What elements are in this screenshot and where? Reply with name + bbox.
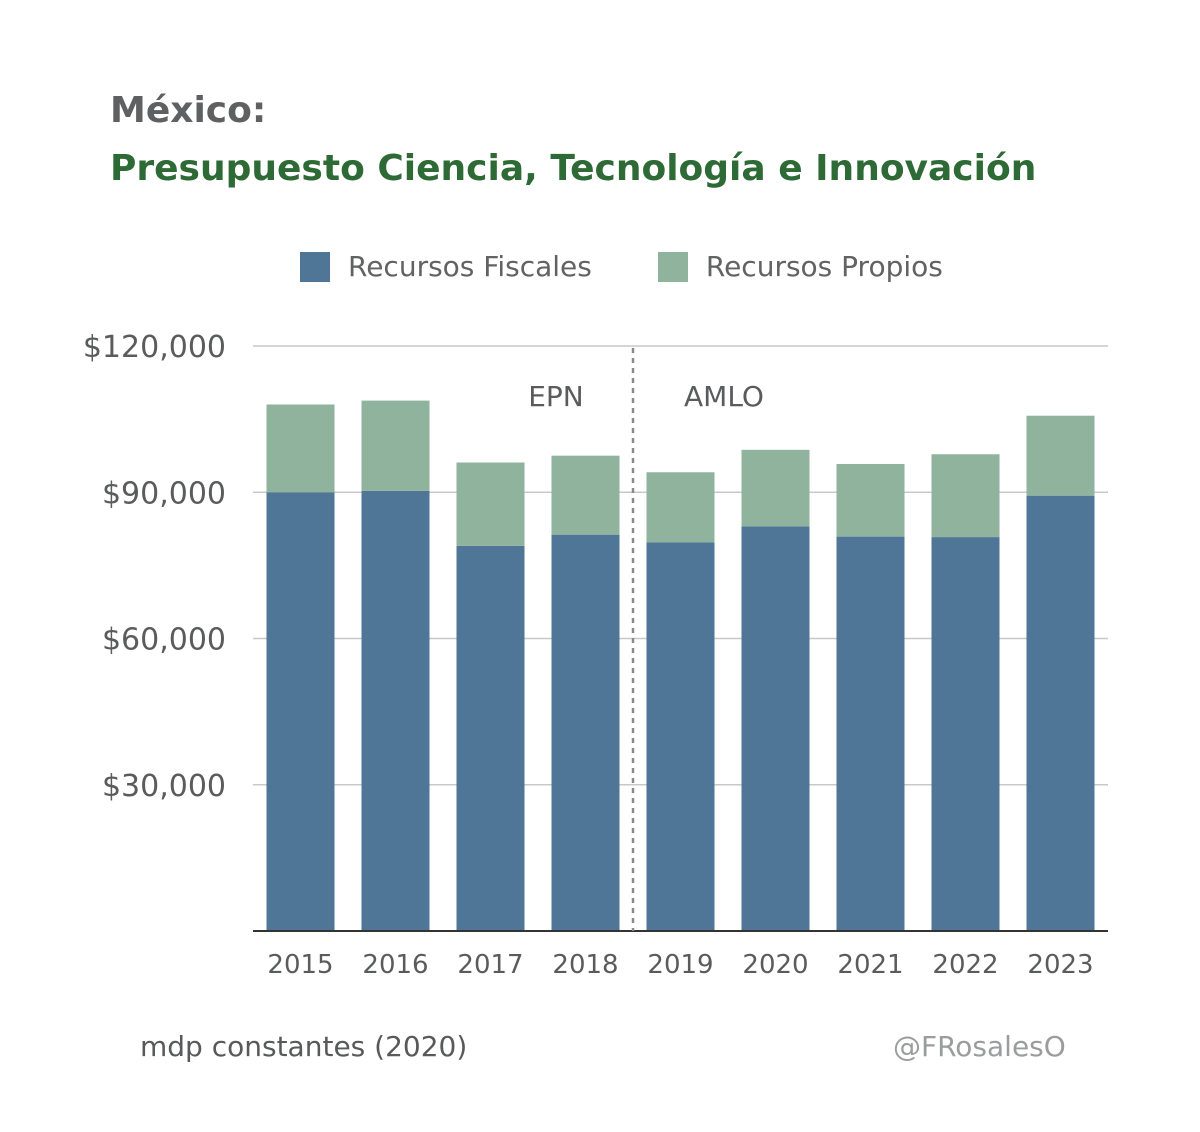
bar-recursos-propios-2016 bbox=[361, 400, 430, 491]
bar-recursos-fiscales-2021 bbox=[836, 536, 905, 931]
axes: $120,000 $90,000 $60,000 $30,000 2015 2016 201… bbox=[83, 330, 1108, 980]
bar-recursos-propios-2021 bbox=[836, 463, 905, 537]
bar-recursos-propios-2019 bbox=[646, 472, 715, 543]
x-tick-label: 2021 bbox=[837, 950, 903, 980]
bar-recursos-propios-2018 bbox=[551, 455, 620, 535]
bars bbox=[266, 400, 1095, 931]
bar-recursos-fiscales-2022 bbox=[931, 537, 1000, 931]
annotation-amlo: AMLO bbox=[684, 380, 764, 413]
bar-recursos-fiscales-2015 bbox=[266, 492, 335, 931]
bar-recursos-propios-2023 bbox=[1026, 415, 1095, 496]
chart-title: Presupuesto Ciencia, Tecnología e Innova… bbox=[110, 148, 1037, 189]
bar-recursos-propios-2022 bbox=[931, 454, 1000, 538]
legend-item-fiscales: Recursos Fiscales bbox=[300, 250, 592, 283]
x-tick-label: 2017 bbox=[457, 950, 523, 980]
x-tick-label: 2023 bbox=[1027, 950, 1093, 980]
chart-title-country: México: bbox=[110, 90, 267, 131]
x-tick-label: 2015 bbox=[267, 950, 333, 980]
bar-recursos-fiscales-2016 bbox=[361, 490, 430, 931]
y-tick-label: $30,000 bbox=[102, 769, 226, 804]
legend-label-fiscales: Recursos Fiscales bbox=[348, 250, 592, 283]
legend-label-propios: Recursos Propios bbox=[705, 250, 943, 283]
legend-item-propios: Recursos Propios bbox=[657, 250, 943, 283]
annotation-epn: EPN bbox=[528, 380, 584, 413]
x-tick-label: 2016 bbox=[362, 950, 428, 980]
bar-recursos-fiscales-2017 bbox=[456, 545, 525, 931]
bar-recursos-propios-2017 bbox=[456, 462, 525, 546]
legend-swatch-fiscales bbox=[300, 251, 330, 282]
x-tick-label: 2022 bbox=[932, 950, 998, 980]
author-credit: @FRosalesO bbox=[893, 1030, 1066, 1063]
legend: Recursos Fiscales Recursos Propios bbox=[300, 250, 1009, 283]
y-tick-label: $90,000 bbox=[102, 476, 226, 511]
bar-recursos-fiscales-2020 bbox=[741, 526, 810, 931]
bar-recursos-propios-2015 bbox=[266, 404, 335, 493]
bar-recursos-fiscales-2019 bbox=[646, 542, 715, 931]
units-note: mdp constantes (2020) bbox=[140, 1030, 468, 1063]
bar-recursos-propios-2020 bbox=[741, 449, 810, 527]
x-tick-label: 2019 bbox=[647, 950, 713, 980]
y-tick-label: $60,000 bbox=[102, 623, 226, 658]
legend-swatch-propios bbox=[657, 251, 688, 282]
y-tick-label: $120,000 bbox=[83, 330, 226, 365]
bar-recursos-fiscales-2018 bbox=[551, 534, 620, 931]
x-tick-label: 2018 bbox=[552, 950, 618, 980]
bar-recursos-fiscales-2023 bbox=[1026, 495, 1095, 931]
x-tick-label: 2020 bbox=[742, 950, 808, 980]
